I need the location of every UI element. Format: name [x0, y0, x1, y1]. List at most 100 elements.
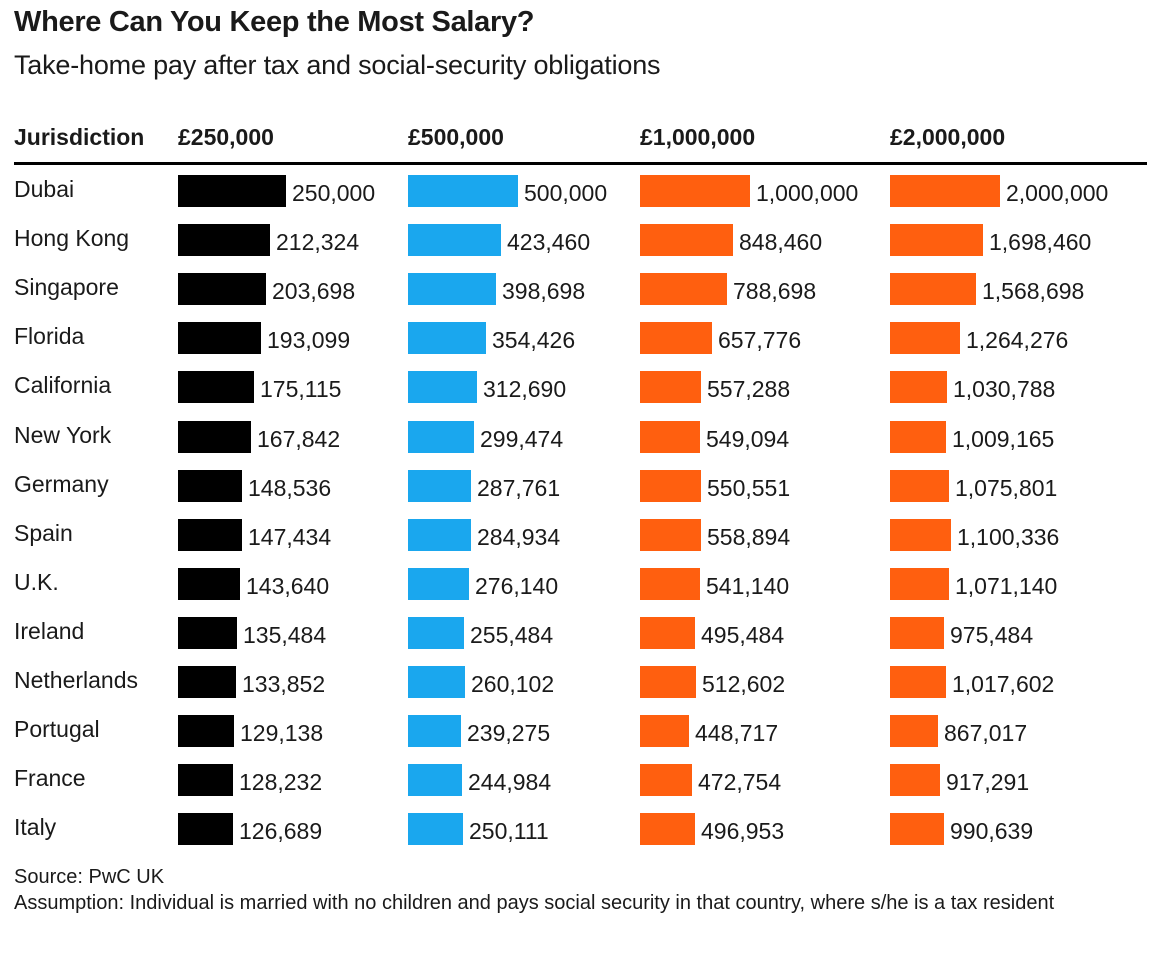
data-label: 500,000	[524, 180, 608, 206]
bar	[408, 715, 461, 748]
bar	[890, 813, 944, 846]
data-label: 423,460	[507, 229, 591, 256]
data-label: 287,761	[477, 474, 561, 501]
chart-subtitle: Take-home pay after tax and social-secur…	[14, 50, 661, 80]
bar	[890, 666, 946, 698]
data-label: 990,639	[950, 818, 1034, 845]
data-label: 250,111	[469, 818, 549, 845]
row-label: Singapore	[14, 274, 119, 301]
bar	[178, 224, 270, 257]
data-label: 135,484	[243, 621, 327, 648]
data-label: 1,100,336	[957, 523, 1060, 550]
bar	[178, 420, 251, 453]
data-label: 657,776	[718, 327, 802, 354]
row-label: Portugal	[14, 716, 100, 743]
row-label: Netherlands	[14, 667, 139, 693]
data-label: 133,852	[242, 671, 326, 697]
column-header-250k: £250,000	[178, 124, 274, 150]
data-label: 848,460	[739, 229, 823, 256]
source-note: Source: PwC UK	[14, 866, 165, 888]
bar	[408, 420, 474, 453]
bar	[408, 273, 496, 306]
data-label: 203,698	[272, 278, 356, 305]
data-label: 276,140	[475, 572, 559, 599]
bar	[178, 666, 236, 698]
bar	[640, 371, 701, 404]
bar	[408, 469, 471, 502]
data-label: 167,842	[257, 425, 341, 452]
bar	[890, 371, 947, 404]
data-label: 448,717	[695, 720, 779, 747]
data-label: 867,017	[944, 720, 1028, 747]
bar	[408, 175, 518, 207]
data-label: 512,602	[702, 671, 786, 697]
bar	[890, 175, 1000, 207]
data-label: 496,953	[701, 818, 785, 845]
bar	[178, 371, 254, 404]
data-label: 1,075,801	[955, 474, 1058, 501]
bar	[640, 469, 701, 502]
bar	[408, 224, 501, 257]
data-label: 1,264,276	[966, 327, 1069, 354]
bar	[408, 764, 462, 797]
bar	[178, 764, 233, 797]
bar	[890, 567, 949, 600]
bar	[640, 567, 700, 600]
bar	[178, 175, 286, 207]
row-label: Italy	[14, 814, 57, 841]
column-header-500k: £500,000	[408, 124, 504, 150]
bar	[890, 518, 951, 551]
bar	[640, 666, 696, 698]
bar	[890, 224, 983, 257]
data-label: 558,894	[707, 523, 791, 550]
bar	[640, 224, 733, 257]
bar	[890, 715, 938, 748]
data-label: 147,434	[248, 523, 332, 550]
bar	[890, 420, 946, 453]
bar	[640, 322, 712, 355]
data-label: 1,071,140	[955, 572, 1058, 599]
bar	[178, 469, 242, 502]
data-label: 398,698	[502, 278, 586, 305]
data-label: 788,698	[733, 278, 817, 305]
data-label: 1,568,698	[982, 278, 1085, 305]
data-label: 126,689	[239, 818, 323, 845]
jurisdiction-header: Jurisdiction	[14, 124, 145, 150]
bar	[178, 813, 233, 846]
data-label: 143,640	[246, 572, 330, 599]
row-label: California	[14, 372, 112, 399]
bar	[408, 666, 465, 698]
data-label: 255,484	[470, 621, 554, 648]
data-label: 472,754	[698, 769, 782, 796]
data-label: 128,232	[239, 769, 323, 796]
data-label: 2,000,000	[1006, 180, 1109, 206]
data-label: 175,115	[260, 376, 342, 403]
data-label: 1,000,000	[756, 180, 859, 206]
chart-title: Where Can You Keep the Most Salary?	[14, 6, 535, 38]
bar	[890, 469, 949, 502]
data-label: 312,690	[483, 376, 567, 403]
data-label: 354,426	[492, 327, 576, 354]
data-label: 250,000	[292, 180, 376, 206]
bar	[408, 813, 463, 846]
data-label: 260,102	[471, 671, 555, 697]
bar	[640, 420, 700, 453]
data-label: 975,484	[950, 621, 1034, 648]
bar	[640, 518, 701, 551]
data-label: 212,324	[276, 229, 360, 256]
row-label: U.K.	[14, 568, 59, 595]
data-label: 1,009,165	[952, 425, 1055, 452]
data-label: 1,030,788	[953, 376, 1056, 403]
column-header-1m: £1,000,000	[640, 124, 756, 150]
bar	[408, 322, 486, 355]
data-label: 299,474	[480, 425, 564, 452]
bar	[408, 371, 477, 404]
data-label: 557,288	[707, 376, 791, 403]
bar	[640, 616, 695, 649]
bar	[178, 567, 240, 600]
data-label: 193,099	[267, 327, 351, 354]
row-label: New York	[14, 421, 112, 448]
row-label: France	[14, 765, 86, 792]
bar	[640, 715, 689, 748]
data-label: 917,291	[946, 769, 1030, 796]
